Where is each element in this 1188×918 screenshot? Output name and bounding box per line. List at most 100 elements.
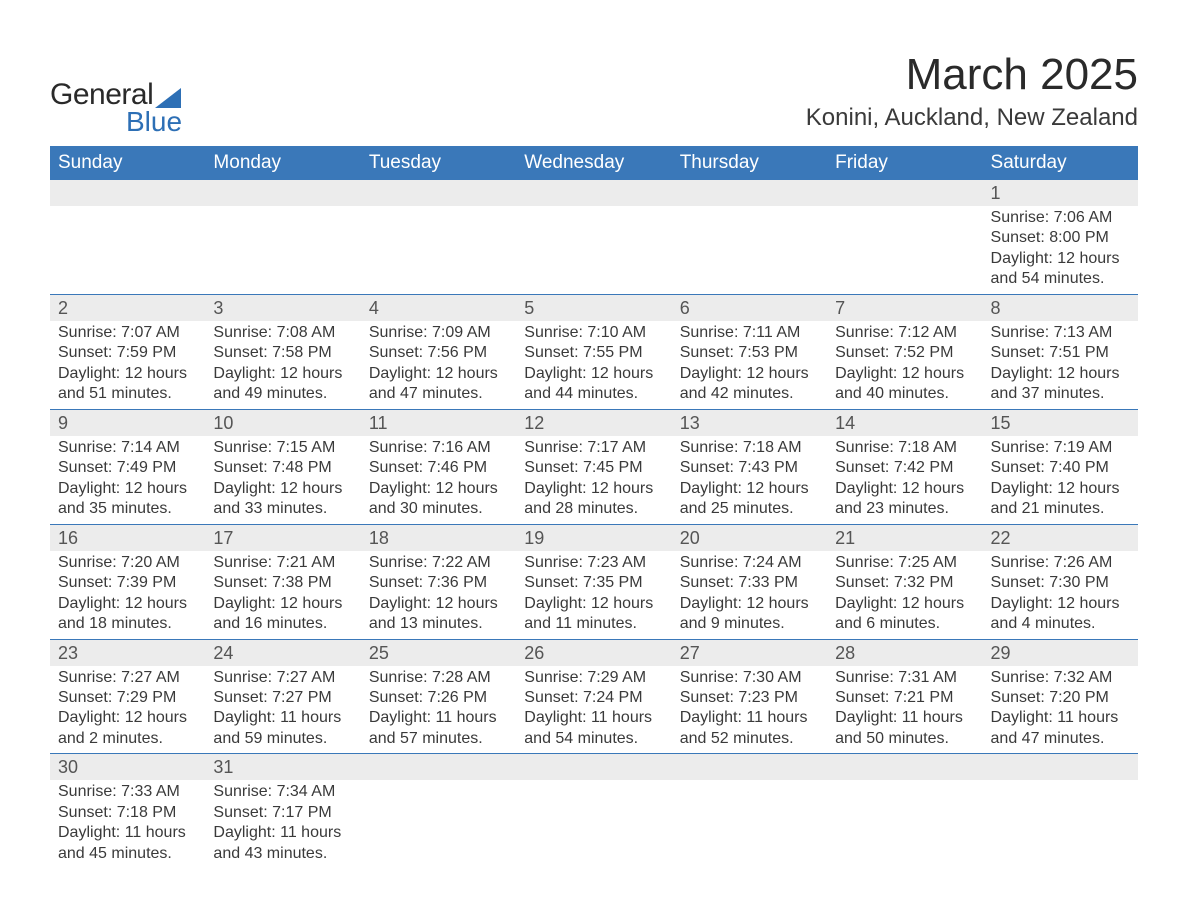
month-title: March 2025	[806, 50, 1138, 100]
sunrise-text: Sunrise: 7:22 AM	[369, 553, 508, 573]
day-number: 12	[516, 410, 671, 436]
sunrise-text: Sunrise: 7:18 AM	[680, 438, 819, 458]
daylight-text: Daylight: 11 hours and 45 minutes.	[58, 823, 197, 864]
weekday-thu: Thursday	[672, 146, 827, 180]
sunset-text: Sunset: 7:17 PM	[213, 803, 352, 823]
sunset-text: Sunset: 7:53 PM	[680, 343, 819, 363]
day-number: 19	[516, 525, 671, 551]
sunset-text: Sunset: 7:42 PM	[835, 458, 974, 478]
day-number: 14	[827, 410, 982, 436]
day-number	[827, 180, 982, 206]
sunrise-text: Sunrise: 7:33 AM	[58, 782, 197, 802]
sunset-text: Sunset: 7:39 PM	[58, 573, 197, 593]
day-number: 29	[983, 640, 1138, 666]
day-cell: Sunrise: 7:33 AMSunset: 7:18 PMDaylight:…	[50, 780, 205, 868]
daylight-text: Daylight: 11 hours and 50 minutes.	[835, 708, 974, 749]
sunrise-text: Sunrise: 7:20 AM	[58, 553, 197, 573]
day-number: 21	[827, 525, 982, 551]
week: 23242526272829Sunrise: 7:27 AMSunset: 7:…	[50, 639, 1138, 754]
day-number: 25	[361, 640, 516, 666]
sunset-text: Sunset: 7:21 PM	[835, 688, 974, 708]
daylight-text: Daylight: 12 hours and 54 minutes.	[991, 249, 1130, 290]
day-number	[516, 180, 671, 206]
sunrise-text: Sunrise: 7:19 AM	[991, 438, 1130, 458]
location-subtitle: Konini, Auckland, New Zealand	[806, 104, 1138, 132]
sunset-text: Sunset: 7:20 PM	[991, 688, 1130, 708]
day-number: 11	[361, 410, 516, 436]
day-cell: Sunrise: 7:13 AMSunset: 7:51 PMDaylight:…	[983, 321, 1138, 409]
day-cell: Sunrise: 7:27 AMSunset: 7:27 PMDaylight:…	[205, 666, 360, 754]
day-number	[983, 754, 1138, 780]
week: 16171819202122Sunrise: 7:20 AMSunset: 7:…	[50, 524, 1138, 639]
sunrise-text: Sunrise: 7:07 AM	[58, 323, 197, 343]
sunrise-text: Sunrise: 7:31 AM	[835, 668, 974, 688]
day-cell	[205, 206, 360, 294]
header: General Blue March 2025 Konini, Auckland…	[50, 50, 1138, 138]
daylight-text: Daylight: 11 hours and 52 minutes.	[680, 708, 819, 749]
logo-word2: Blue	[126, 106, 182, 138]
sunrise-text: Sunrise: 7:34 AM	[213, 782, 352, 802]
sunset-text: Sunset: 7:32 PM	[835, 573, 974, 593]
weekday-header: Sunday Monday Tuesday Wednesday Thursday…	[50, 146, 1138, 180]
day-number: 16	[50, 525, 205, 551]
day-number: 27	[672, 640, 827, 666]
weekday-mon: Monday	[205, 146, 360, 180]
day-number: 28	[827, 640, 982, 666]
day-cell: Sunrise: 7:16 AMSunset: 7:46 PMDaylight:…	[361, 436, 516, 524]
daylight-text: Daylight: 12 hours and 21 minutes.	[991, 479, 1130, 520]
logo: General Blue	[50, 50, 182, 138]
day-cell: Sunrise: 7:29 AMSunset: 7:24 PMDaylight:…	[516, 666, 671, 754]
sunset-text: Sunset: 7:49 PM	[58, 458, 197, 478]
day-details-row: Sunrise: 7:06 AMSunset: 8:00 PMDaylight:…	[50, 206, 1138, 294]
day-cell	[983, 780, 1138, 868]
day-cell	[672, 206, 827, 294]
daylight-text: Daylight: 12 hours and 35 minutes.	[58, 479, 197, 520]
day-cell: Sunrise: 7:31 AMSunset: 7:21 PMDaylight:…	[827, 666, 982, 754]
daylight-text: Daylight: 11 hours and 54 minutes.	[524, 708, 663, 749]
title-block: March 2025 Konini, Auckland, New Zealand	[806, 50, 1138, 132]
day-cell: Sunrise: 7:27 AMSunset: 7:29 PMDaylight:…	[50, 666, 205, 754]
day-number	[205, 180, 360, 206]
calendar: Sunday Monday Tuesday Wednesday Thursday…	[50, 146, 1138, 868]
sunrise-text: Sunrise: 7:10 AM	[524, 323, 663, 343]
sunrise-text: Sunrise: 7:09 AM	[369, 323, 508, 343]
day-cell: Sunrise: 7:18 AMSunset: 7:42 PMDaylight:…	[827, 436, 982, 524]
day-number-row: 3031	[50, 754, 1138, 780]
day-cell: Sunrise: 7:25 AMSunset: 7:32 PMDaylight:…	[827, 551, 982, 639]
daylight-text: Daylight: 12 hours and 6 minutes.	[835, 594, 974, 635]
day-cell: Sunrise: 7:28 AMSunset: 7:26 PMDaylight:…	[361, 666, 516, 754]
day-number	[827, 754, 982, 780]
day-cell: Sunrise: 7:34 AMSunset: 7:17 PMDaylight:…	[205, 780, 360, 868]
day-cell: Sunrise: 7:09 AMSunset: 7:56 PMDaylight:…	[361, 321, 516, 409]
day-cell: Sunrise: 7:32 AMSunset: 7:20 PMDaylight:…	[983, 666, 1138, 754]
sunset-text: Sunset: 7:23 PM	[680, 688, 819, 708]
weekday-sat: Saturday	[983, 146, 1138, 180]
day-number: 10	[205, 410, 360, 436]
day-cell: Sunrise: 7:07 AMSunset: 7:59 PMDaylight:…	[50, 321, 205, 409]
sunrise-text: Sunrise: 7:11 AM	[680, 323, 819, 343]
daylight-text: Daylight: 12 hours and 51 minutes.	[58, 364, 197, 405]
sunset-text: Sunset: 7:40 PM	[991, 458, 1130, 478]
day-details-row: Sunrise: 7:27 AMSunset: 7:29 PMDaylight:…	[50, 666, 1138, 754]
daylight-text: Daylight: 12 hours and 28 minutes.	[524, 479, 663, 520]
day-number: 9	[50, 410, 205, 436]
day-number	[672, 754, 827, 780]
day-number: 6	[672, 295, 827, 321]
sunset-text: Sunset: 7:52 PM	[835, 343, 974, 363]
day-details-row: Sunrise: 7:14 AMSunset: 7:49 PMDaylight:…	[50, 436, 1138, 524]
daylight-text: Daylight: 12 hours and 37 minutes.	[991, 364, 1130, 405]
daylight-text: Daylight: 11 hours and 57 minutes.	[369, 708, 508, 749]
daylight-text: Daylight: 12 hours and 42 minutes.	[680, 364, 819, 405]
day-number: 20	[672, 525, 827, 551]
day-number: 1	[983, 180, 1138, 206]
day-number: 18	[361, 525, 516, 551]
day-cell: Sunrise: 7:22 AMSunset: 7:36 PMDaylight:…	[361, 551, 516, 639]
sunset-text: Sunset: 7:43 PM	[680, 458, 819, 478]
day-cell	[516, 780, 671, 868]
sunset-text: Sunset: 7:55 PM	[524, 343, 663, 363]
sunrise-text: Sunrise: 7:17 AM	[524, 438, 663, 458]
daylight-text: Daylight: 12 hours and 44 minutes.	[524, 364, 663, 405]
sunrise-text: Sunrise: 7:25 AM	[835, 553, 974, 573]
day-cell: Sunrise: 7:14 AMSunset: 7:49 PMDaylight:…	[50, 436, 205, 524]
sunset-text: Sunset: 7:26 PM	[369, 688, 508, 708]
